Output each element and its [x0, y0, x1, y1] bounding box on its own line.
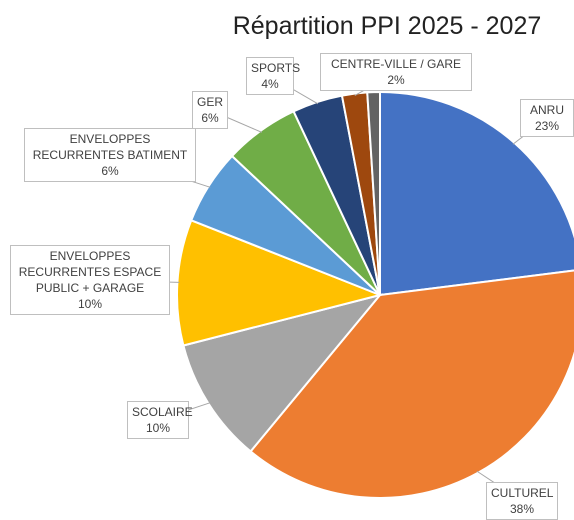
- label-category: ANRU: [529, 103, 564, 117]
- data-label: ENVELOPPES RECURRENTES ESPACE PUBLIC + G…: [10, 245, 170, 315]
- label-value: 2%: [387, 73, 405, 87]
- label-value: 10%: [145, 421, 171, 435]
- data-label: CULTUREL 38%: [486, 482, 558, 520]
- chart-title: Répartition PPI 2025 - 2027: [232, 12, 542, 40]
- data-label: ENVELOPPES RECURRENTES BATIMENT 6%: [24, 128, 196, 182]
- data-label: SCOLAIRE 10%: [127, 401, 193, 439]
- label-value: 38%: [509, 502, 535, 516]
- label-category: GER: [197, 95, 224, 109]
- label-category: SPORTS: [251, 61, 301, 75]
- data-label: CENTRE-VILLE / GARE 2%: [320, 53, 472, 91]
- label-value: 4%: [261, 77, 279, 91]
- pie-slice: [366, 90, 381, 296]
- label-category: SCOLAIRE: [132, 405, 193, 419]
- label-category: ENVELOPPES RECURRENTES BATIMENT: [32, 132, 188, 162]
- data-label: SPORTS 4%: [246, 57, 301, 95]
- data-label: ANRU 23%: [520, 99, 574, 137]
- pie-slice: [249, 269, 574, 499]
- label-category: CENTRE-VILLE / GARE: [330, 57, 462, 71]
- label-value: 6%: [101, 164, 119, 178]
- label-category: ENVELOPPES RECURRENTES ESPACE PUBLIC + G…: [18, 249, 162, 295]
- label-category: CULTUREL: [491, 486, 554, 500]
- label-value: 10%: [77, 297, 103, 311]
- label-value: 23%: [534, 119, 560, 133]
- data-label: GER 6%: [192, 91, 228, 129]
- label-value: 6%: [201, 111, 219, 125]
